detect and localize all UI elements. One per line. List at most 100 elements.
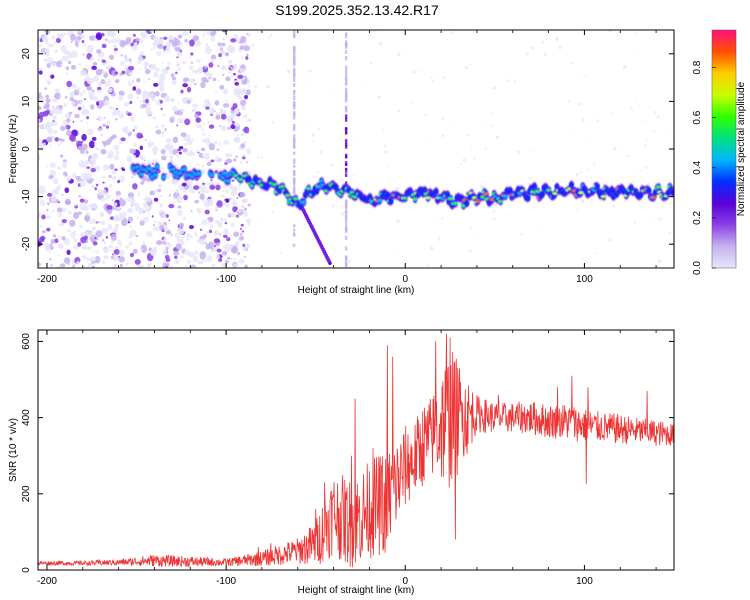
streak-segment — [292, 82, 296, 87]
noise-speckle — [100, 148, 107, 155]
streak-segment — [292, 90, 296, 93]
noise-speckle — [219, 124, 222, 128]
noise-speckle — [94, 187, 97, 191]
noise-speckle — [147, 141, 150, 145]
noise-speckle — [443, 76, 446, 79]
noise-speckle — [171, 76, 177, 81]
streak-segment — [344, 168, 348, 173]
noise-speckle — [52, 115, 57, 120]
noise-speckle — [163, 144, 170, 150]
noise-speckle — [213, 230, 219, 236]
noise-speckle — [120, 137, 126, 142]
noise-speckle — [127, 133, 132, 137]
noise-speckle — [237, 74, 244, 80]
noise-speckle — [363, 86, 366, 88]
noise-speckle — [222, 73, 225, 77]
noise-speckle — [70, 33, 77, 42]
noise-speckle — [144, 139, 147, 142]
noise-speckle — [208, 62, 214, 68]
noise-speckle — [569, 131, 572, 133]
streak-segment — [292, 95, 296, 101]
noise-speckle — [575, 172, 579, 176]
streak-segment — [292, 181, 296, 185]
noise-speckle — [92, 96, 99, 101]
y-tick-label: -10 — [21, 189, 32, 204]
noise-speckle — [169, 256, 172, 259]
noise-speckle — [222, 190, 225, 193]
ridge — [130, 161, 674, 212]
noise-speckle — [122, 126, 129, 133]
noise-speckle — [127, 216, 134, 223]
streak-segment — [344, 263, 348, 267]
noise-speckle — [224, 221, 228, 225]
spectrogram-x-ticks: -200 -100 0 100 — [37, 30, 657, 285]
noise-speckle — [206, 221, 210, 225]
noise-speckle — [76, 87, 81, 92]
noise-speckle — [129, 229, 137, 237]
noise-speckle — [177, 102, 180, 105]
ridge-blob — [181, 167, 188, 171]
noise-speckle — [205, 137, 210, 142]
noise-speckle — [646, 139, 648, 141]
noise-speckle — [47, 127, 54, 135]
streak-segment — [292, 91, 296, 95]
streak-segment — [344, 246, 348, 251]
noise-speckle — [140, 181, 145, 185]
noise-speckle — [139, 134, 144, 139]
streak-segment — [344, 258, 348, 262]
noise-speckle — [82, 143, 88, 151]
streak-segment — [292, 160, 296, 165]
noise-speckle — [197, 151, 200, 154]
noise-speckle — [229, 185, 234, 190]
noise-speckle — [311, 140, 314, 143]
noise-speckle — [462, 158, 466, 162]
noise-speckle — [212, 44, 215, 47]
noise-speckle — [55, 50, 57, 53]
noise-speckle — [64, 198, 71, 206]
noise-speckle — [230, 223, 235, 228]
noise-speckle — [172, 116, 176, 118]
noise-speckle — [114, 79, 120, 84]
noise-speckle — [245, 218, 252, 223]
noise-speckle — [527, 83, 529, 86]
noise-speckle — [64, 113, 69, 118]
noise-speckle — [44, 58, 49, 63]
noise-speckle — [233, 87, 239, 96]
noise-speckle — [239, 68, 245, 74]
ridge-blob — [377, 198, 383, 203]
noise-speckle — [430, 76, 433, 79]
noise-speckle — [180, 254, 184, 259]
noise-speckle — [46, 227, 51, 232]
noise-speckle — [119, 39, 126, 48]
noise-speckle — [395, 186, 399, 191]
streak-segment — [292, 228, 296, 232]
noise-speckle — [222, 103, 230, 108]
noise-speckle — [109, 183, 113, 188]
noise-speckle — [51, 35, 56, 40]
noise-speckle — [206, 182, 211, 186]
noise-speckle — [134, 115, 137, 118]
noise-speckle — [304, 125, 307, 127]
noise-speckle — [233, 231, 240, 237]
noise-speckle — [130, 42, 134, 47]
streak-segment — [292, 116, 296, 120]
noise-speckle — [96, 49, 102, 54]
noise-speckle — [102, 181, 105, 184]
noise-speckle — [241, 230, 245, 233]
noise-speckle — [47, 57, 53, 63]
noise-speckle — [106, 156, 110, 159]
noise-speckle — [210, 179, 213, 181]
noise-speckle — [178, 229, 184, 235]
noise-speckle — [95, 32, 103, 40]
noise-speckle — [135, 234, 139, 238]
noise-speckle — [108, 106, 114, 110]
colorbar-ticks: 0.0 0.2 0.4 0.6 0.8 — [692, 60, 716, 275]
noise-speckle — [441, 134, 445, 138]
noise-speckle — [226, 237, 231, 242]
noise-speckle — [38, 111, 46, 118]
noise-speckle — [208, 73, 213, 79]
noise-speckle — [182, 77, 188, 83]
noise-speckle — [190, 236, 193, 238]
noise-speckle — [88, 106, 92, 109]
noise-speckle — [244, 264, 248, 268]
